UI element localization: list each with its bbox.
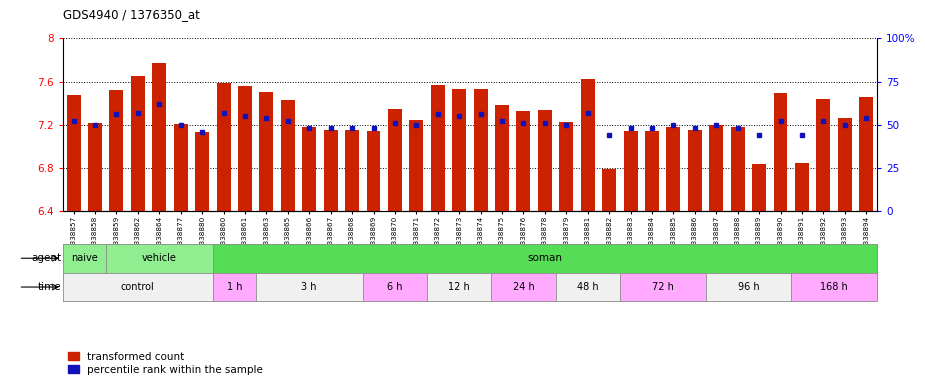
Bar [281, 100, 295, 211]
Text: time: time [37, 282, 61, 292]
Bar [195, 132, 209, 211]
Bar [795, 162, 808, 211]
Bar [88, 122, 102, 211]
Bar [452, 89, 466, 211]
Bar [773, 93, 787, 211]
Bar [410, 121, 424, 211]
Text: vehicle: vehicle [142, 253, 177, 263]
Text: 24 h: 24 h [512, 282, 535, 292]
Bar [174, 124, 188, 211]
Text: 12 h: 12 h [449, 282, 470, 292]
Bar [516, 111, 530, 211]
Text: 6 h: 6 h [388, 282, 402, 292]
Text: GDS4940 / 1376350_at: GDS4940 / 1376350_at [63, 8, 200, 21]
Bar [817, 99, 831, 211]
Text: agent: agent [31, 253, 61, 263]
Bar [238, 86, 252, 211]
Bar [431, 85, 445, 211]
Bar [560, 122, 574, 211]
Bar [324, 130, 338, 211]
Bar [366, 131, 380, 211]
Bar [67, 94, 80, 211]
Bar [259, 93, 274, 211]
Bar [709, 125, 723, 211]
Bar [859, 97, 873, 211]
Bar [388, 109, 401, 211]
Text: 96 h: 96 h [737, 282, 759, 292]
Text: 48 h: 48 h [577, 282, 598, 292]
Bar [623, 131, 637, 211]
Text: soman: soman [527, 253, 562, 263]
Bar [302, 127, 316, 211]
Legend: transformed count, percentile rank within the sample: transformed count, percentile rank withi… [68, 352, 263, 375]
Bar [495, 105, 509, 211]
Text: 72 h: 72 h [652, 282, 673, 292]
Bar [731, 127, 745, 211]
Text: 3 h: 3 h [302, 282, 317, 292]
Bar [752, 164, 766, 211]
Bar [538, 110, 552, 211]
Bar [581, 79, 595, 211]
Bar [838, 118, 852, 211]
Text: control: control [121, 282, 154, 292]
Text: 168 h: 168 h [820, 282, 848, 292]
Bar [131, 76, 145, 211]
Bar [602, 169, 616, 211]
Bar [666, 127, 681, 211]
Text: naive: naive [71, 253, 98, 263]
Bar [153, 63, 166, 211]
Bar [474, 89, 487, 211]
Bar [345, 130, 359, 211]
Bar [688, 130, 702, 211]
Bar [109, 90, 123, 211]
Bar [216, 83, 230, 211]
Text: 1 h: 1 h [227, 282, 242, 292]
Bar [645, 131, 659, 211]
